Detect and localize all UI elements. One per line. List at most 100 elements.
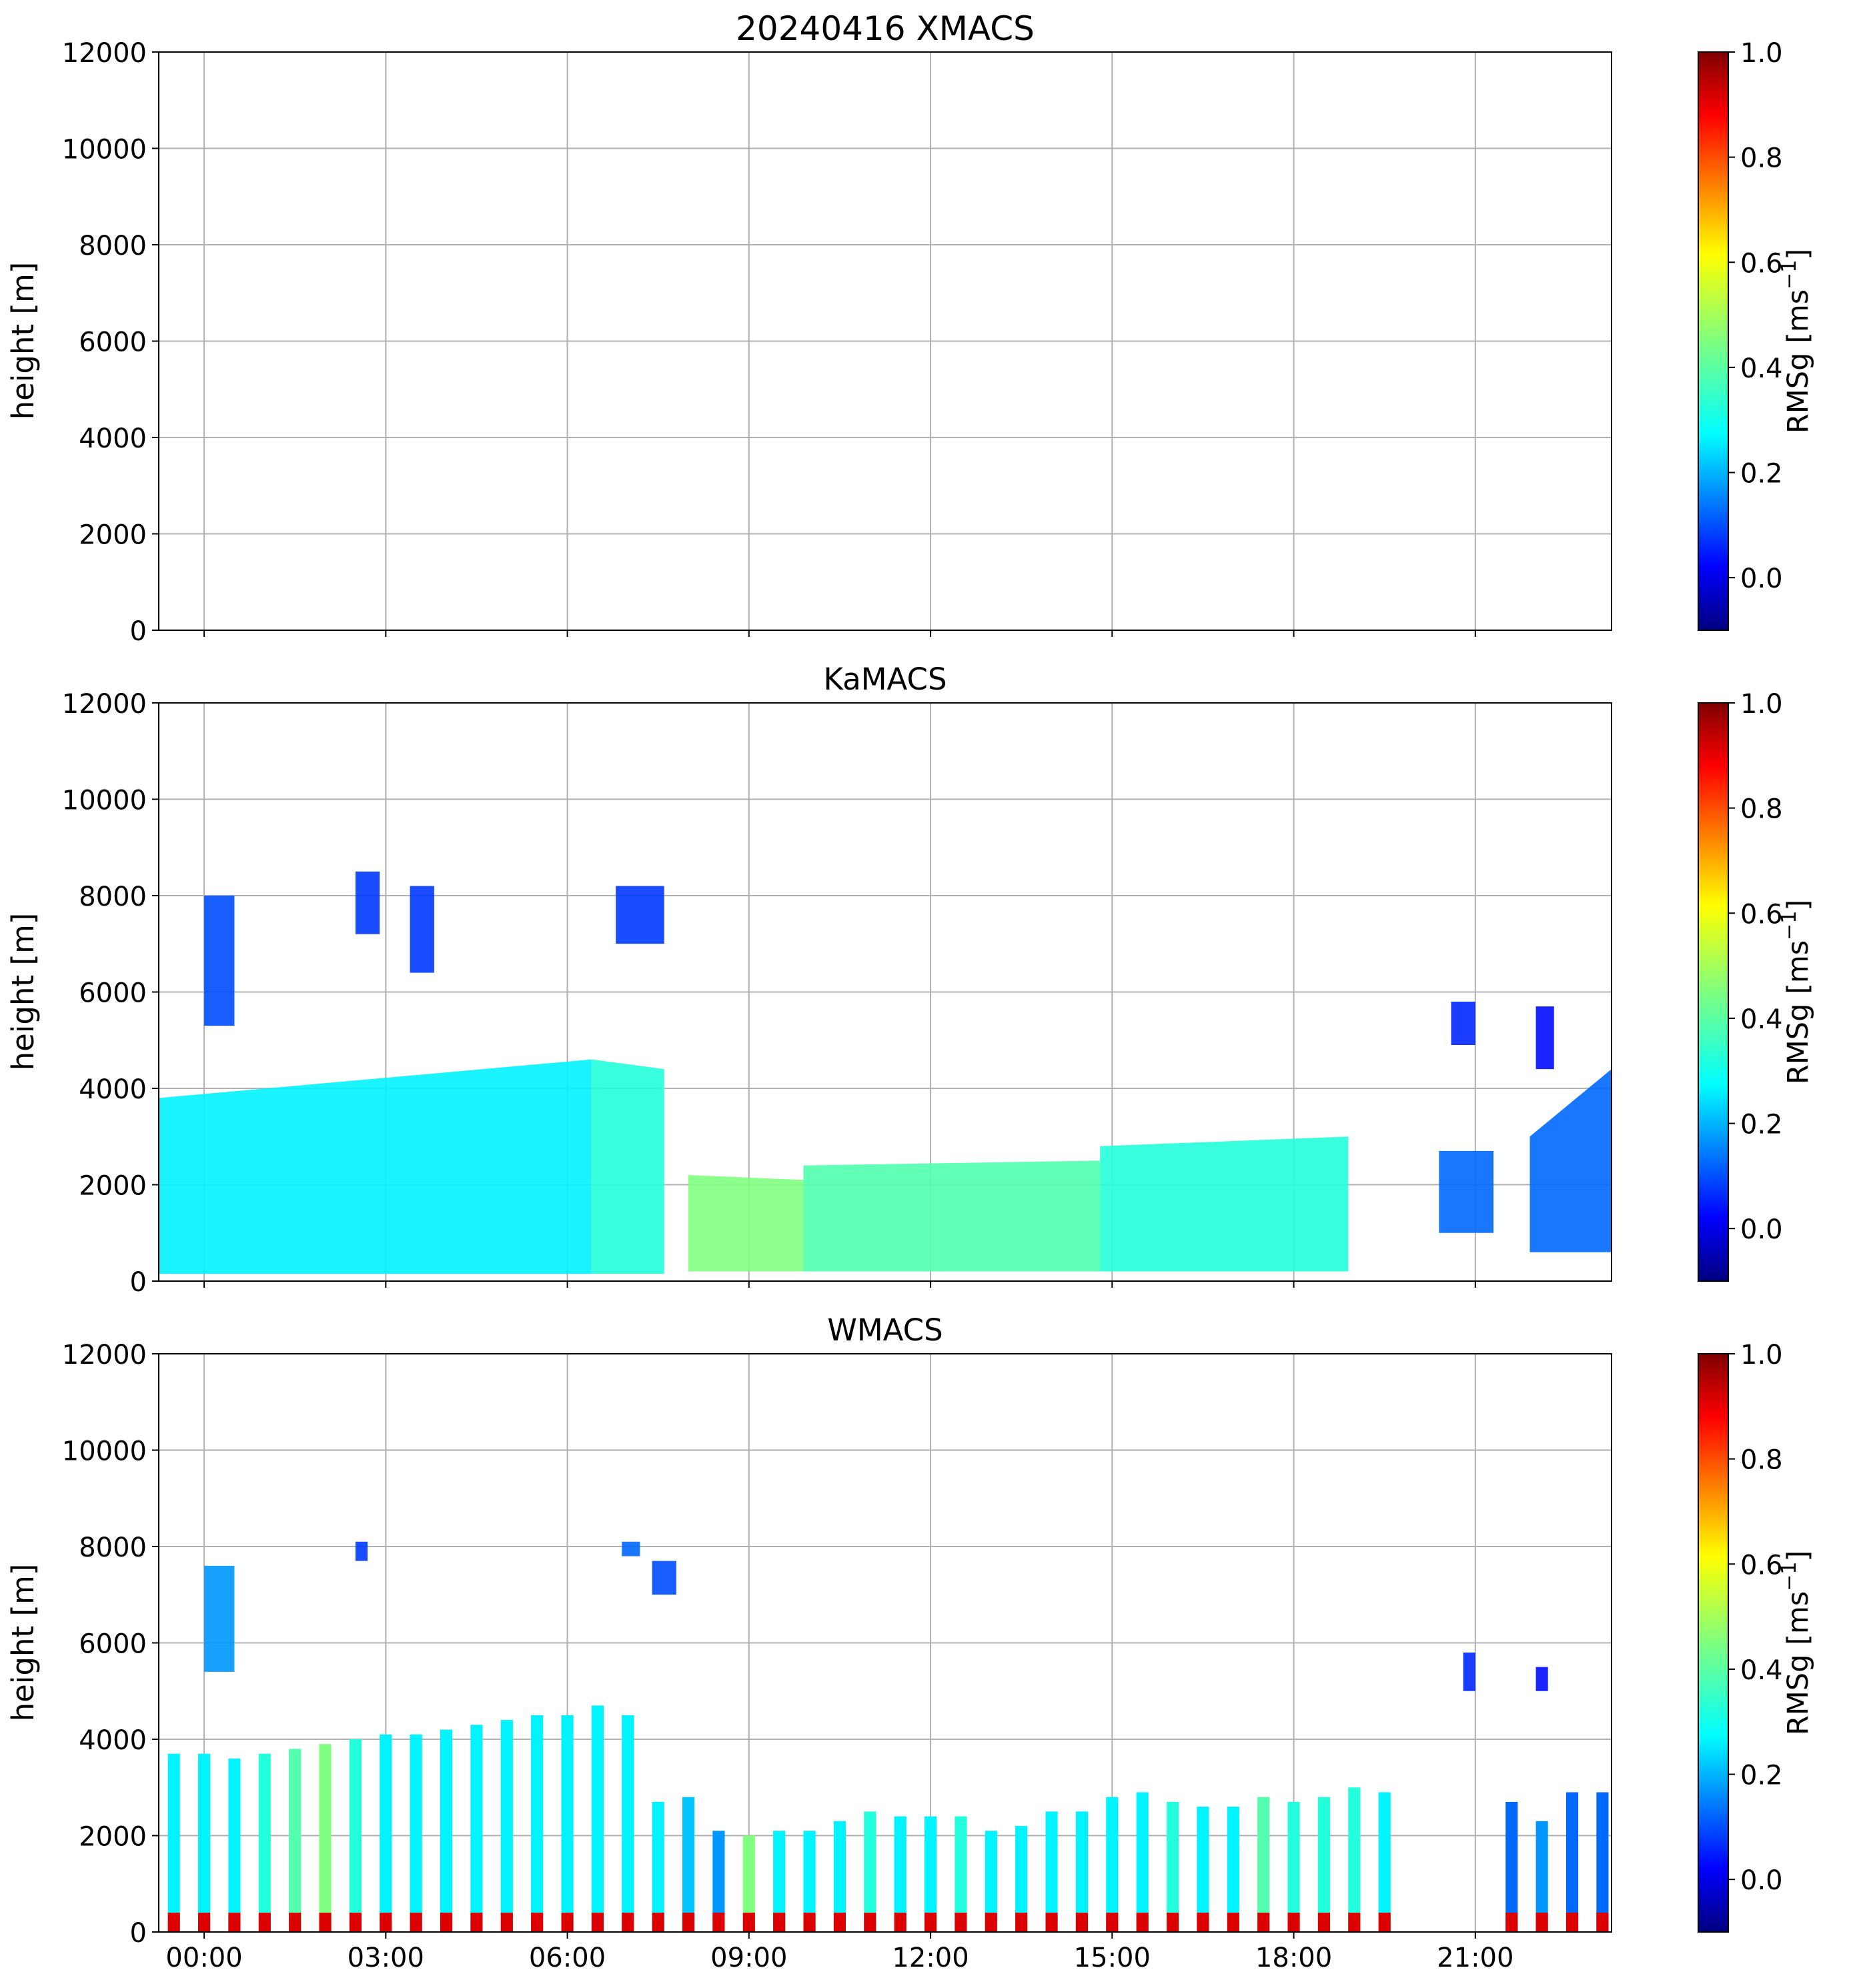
echo-stripe-base	[319, 1913, 332, 1932]
echo-midlevel-22h	[1535, 1667, 1548, 1691]
echo-stripe	[349, 1739, 362, 1932]
colorbar-tick-label: 0.6	[1740, 248, 1783, 279]
echo-stripe	[531, 1715, 544, 1932]
y-tick-label: 8000	[79, 231, 147, 261]
panel-kamacs: KaMACS 0 2000 4000 6000 8000 10000 12000 heigh…	[5, 662, 1815, 1298]
echo-stripe-base	[742, 1913, 755, 1932]
y-tick-label: 10000	[62, 135, 147, 165]
echo-stripe-base	[591, 1913, 604, 1932]
y-tick-label: 4000	[79, 1074, 147, 1105]
echo-cirrus-2am	[355, 871, 380, 934]
echo-stripe	[1378, 1792, 1391, 1932]
echo-stripe	[985, 1831, 997, 1932]
echo-stripe	[1535, 1821, 1548, 1932]
colorbar-label: RMSg [ms−1]	[1778, 900, 1815, 1084]
echo-midlevel-21h	[1451, 1001, 1475, 1045]
echo-midlevel-21h	[1463, 1652, 1475, 1691]
echo-stripe	[440, 1729, 453, 1932]
echo-stripe-base	[1566, 1913, 1579, 1932]
colorbar: 0.0 0.2 0.4 0.6 0.8 1.0 RMSg [ms−1]	[1698, 38, 1815, 631]
echo-stripe	[1166, 1801, 1179, 1932]
colorbar: 0.0 0.2 0.4 0.6 0.8 1.0 RMSg [ms−1]	[1698, 689, 1815, 1282]
y-tick-label: 2000	[79, 1822, 147, 1853]
echo-stripe	[682, 1797, 695, 1932]
x-tick-label: 00:00	[165, 1943, 242, 1973]
echo-stripe-base	[803, 1913, 816, 1932]
echo-stripe	[1348, 1787, 1361, 1932]
echo-cirrus-7-30	[652, 1561, 676, 1595]
echo-stripe	[591, 1705, 604, 1932]
echo-stripe-base	[500, 1913, 513, 1932]
echo-stripe-base	[1287, 1913, 1300, 1932]
echo-stripe-base	[1317, 1913, 1331, 1932]
echo-cirrus-7am	[622, 1541, 640, 1557]
echo-stripe-base	[833, 1913, 846, 1932]
echo-stripe-base	[1075, 1913, 1089, 1932]
echo-stripe	[470, 1725, 483, 1932]
echo-stripe-base	[622, 1913, 634, 1932]
echo-stripe-base	[1227, 1913, 1239, 1932]
echo-stripe	[410, 1734, 422, 1932]
echo-stripe-base	[349, 1913, 362, 1932]
echo-stripe-base	[1015, 1913, 1028, 1932]
y-tick-label: 4000	[79, 423, 147, 454]
echo-cirrus-7am	[616, 886, 664, 944]
echo-stripe	[773, 1831, 786, 1932]
echo-evening-cells	[1439, 1150, 1494, 1233]
grid	[159, 51, 1612, 631]
echo-stripe	[652, 1801, 664, 1932]
echo-stripe-base	[1106, 1913, 1119, 1932]
echo-stripe-base	[531, 1913, 544, 1932]
colorbar-gradient	[1698, 1353, 1729, 1933]
echo-stripe-base	[258, 1913, 271, 1932]
echo-stripe-base	[1136, 1913, 1149, 1932]
echo-stripe	[1505, 1801, 1518, 1932]
echo-stripe	[380, 1734, 392, 1932]
echo-stripe	[1106, 1797, 1119, 1932]
echo-stripe-base	[985, 1913, 997, 1932]
echo-stripe	[622, 1715, 634, 1932]
echo-stripe-base	[955, 1913, 967, 1932]
echo-stripe	[712, 1831, 725, 1932]
echo-stripe-base	[561, 1913, 574, 1932]
grid	[159, 1353, 1612, 1933]
y-tick-label: 2000	[79, 520, 147, 551]
echo-stripe-base	[894, 1913, 906, 1932]
echo-stripe	[1566, 1792, 1579, 1932]
colorbar: 0.0 0.2 0.4 0.6 0.8 1.0 RMSg [ms−1]	[1698, 1340, 1815, 1933]
colorbar-tick-label: 0.6	[1740, 899, 1783, 930]
echo-stripe	[228, 1758, 241, 1932]
echo-stripe	[1227, 1807, 1239, 1932]
y-tick-label: 0	[130, 1267, 147, 1298]
x-axis: 00:00 03:00 06:00 09:00 12:00 15:00 18:00 21:00	[165, 1932, 1513, 1973]
echo-stripe	[1136, 1792, 1149, 1932]
echo-stripe	[1287, 1801, 1300, 1932]
y-axis: 0 2000 4000 6000 8000 10000 12000	[62, 38, 159, 647]
colorbar-label: RMSg [ms−1]	[1778, 249, 1815, 433]
echo-stripe	[167, 1753, 180, 1932]
x-tick-label: 06:00	[529, 1943, 606, 1973]
echo-stripe-base	[197, 1913, 211, 1932]
y-axis: 0 2000 4000 6000 8000 10000 12000	[62, 1340, 159, 1949]
y-tick-label: 12000	[62, 689, 147, 720]
y-tick-label: 6000	[79, 978, 147, 1009]
y-tick-label: 12000	[62, 38, 147, 69]
echo-stripe-base	[440, 1913, 453, 1932]
y-tick-label: 6000	[79, 327, 147, 358]
echo-stripe-base	[1505, 1913, 1518, 1932]
echo-stripe	[833, 1821, 846, 1932]
x-axis	[203, 1281, 1476, 1288]
echo-stripe	[1045, 1811, 1058, 1932]
x-axis	[203, 630, 1476, 637]
y-tick-label: 2000	[79, 1171, 147, 1202]
echo-stripe-base	[682, 1913, 695, 1932]
y-axis: 0 2000 4000 6000 8000 10000 12000	[62, 689, 159, 1298]
echo-stripe	[561, 1715, 574, 1932]
echo-stripe	[1317, 1797, 1331, 1932]
echo-stripe-base	[167, 1913, 180, 1932]
echo-stripe	[864, 1811, 876, 1932]
colorbar-tick-label: 0.0	[1740, 564, 1783, 594]
echo-shallow-convection-morning	[688, 1175, 804, 1272]
